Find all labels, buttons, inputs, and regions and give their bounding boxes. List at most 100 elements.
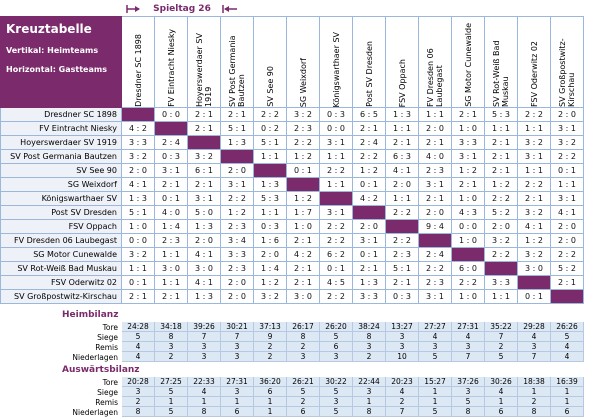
result-cell: 2 : 1 [518, 192, 551, 206]
result-cell: 1 : 1 [254, 206, 287, 220]
stat-cell: 3 [188, 352, 221, 362]
diagonal-cell [188, 136, 221, 150]
stat-cell: 2 [122, 397, 155, 407]
stat-cell: 37:26 [452, 377, 485, 387]
result-cell: 1 : 7 [287, 206, 320, 220]
column-header: SG Weixdorf [287, 16, 320, 108]
result-cell: 1 : 0 [122, 220, 155, 234]
column-team: SV Post Germania Bautzen [228, 35, 246, 107]
column-team: Dresdner SC 1898 [133, 34, 143, 107]
stat-cell: 3 [386, 332, 419, 342]
result-cell: 5 : 3 [254, 192, 287, 206]
diagonal-cell [320, 192, 353, 206]
result-cell: 9 : 4 [419, 220, 452, 234]
column-team: FV Dresden 06 Laubegast [426, 48, 444, 107]
result-cell: 4 : 0 [419, 150, 452, 164]
result-cell: 3 : 3 [353, 290, 386, 304]
column-header: FSV Oppach [386, 16, 419, 108]
result-cell: 3 : 1 [353, 234, 386, 248]
result-cell: 0 : 1 [320, 262, 353, 276]
stat-cell: 8 [188, 407, 221, 417]
row-team: SV Rot-Weiß Bad Muskau [0, 262, 122, 276]
horizontal-note: Horizontal: Gastteams [6, 65, 107, 74]
column-team: SG Weixdorf [298, 57, 308, 107]
result-cell: 6 : 5 [353, 108, 386, 122]
stat-cell: 2 [518, 397, 551, 407]
stat-label: Niederlagen [72, 407, 118, 417]
stat-cell: 4 [551, 352, 584, 362]
result-cell: 1 : 2 [287, 192, 320, 206]
header-block: Kreuztabelle Vertikal: Heimteams Horizon… [0, 16, 122, 108]
result-cell: 2 : 2 [254, 108, 287, 122]
stat-cell: 34:18 [155, 322, 188, 332]
stat-cell: 6 [320, 342, 353, 352]
result-cell: 2 : 1 [485, 136, 518, 150]
stat-cell: 1 [188, 397, 221, 407]
stat-label: Remis [95, 342, 118, 352]
result-cell: 0 : 3 [386, 290, 419, 304]
result-cell: 3 : 1 [221, 178, 254, 192]
title: Kreuztabelle [6, 22, 92, 36]
column-team: FSV Oderwitz 02 [529, 41, 539, 107]
stat-cell: 3 [320, 397, 353, 407]
result-cell: 1 : 0 [452, 122, 485, 136]
result-cell: 1 : 3 [122, 192, 155, 206]
result-cell: 3 : 1 [452, 150, 485, 164]
stat-cell: 22:33 [188, 377, 221, 387]
stat-cell: 13:27 [386, 322, 419, 332]
result-cell: 0 : 0 [452, 220, 485, 234]
result-cell: 0 : 0 [155, 108, 188, 122]
stat-cell: 37:13 [254, 322, 287, 332]
stat-cell: 3 [320, 352, 353, 362]
row-team: FV Eintracht Niesky [0, 122, 122, 136]
result-cell: 1 : 1 [551, 178, 584, 192]
result-cell: 3 : 3 [221, 248, 254, 262]
stat-cell: 8 [353, 407, 386, 417]
section-title: Auswärtsbilanz [62, 365, 140, 375]
result-cell: 5 : 2 [551, 262, 584, 276]
stat-cell: 8 [122, 407, 155, 417]
result-cell: 2 : 4 [353, 136, 386, 150]
result-cell: 1 : 2 [353, 164, 386, 178]
result-cell: 2 : 0 [551, 108, 584, 122]
result-cell: 5 : 0 [188, 206, 221, 220]
stat-cell: 3 [518, 342, 551, 352]
column-header: FSV Oderwitz 02 [518, 16, 551, 108]
result-cell: 4 : 0 [155, 206, 188, 220]
result-cell: 2 : 1 [353, 262, 386, 276]
result-cell: 2 : 2 [386, 234, 419, 248]
result-cell: 1 : 0 [287, 220, 320, 234]
result-cell: 0 : 3 [155, 150, 188, 164]
result-cell: 2 : 0 [221, 290, 254, 304]
column-header: SV Großpostwitz-Kirschau [551, 16, 584, 108]
stat-cell: 3 [221, 387, 254, 397]
result-cell: 2 : 0 [221, 164, 254, 178]
result-cell: 2 : 1 [551, 276, 584, 290]
result-cell: 6 : 1 [188, 164, 221, 178]
result-cell: 2 : 2 [320, 220, 353, 234]
result-cell: 1 : 1 [155, 248, 188, 262]
row-team: SV Post Germania Bautzen [0, 150, 122, 164]
stat-cell: 8 [518, 407, 551, 417]
result-cell: 0 : 1 [518, 290, 551, 304]
result-cell: 2 : 3 [419, 276, 452, 290]
result-cell: 2 : 2 [551, 150, 584, 164]
stat-cell: 6 [221, 407, 254, 417]
stat-cell: 3 [221, 352, 254, 362]
result-cell: 2 : 2 [551, 248, 584, 262]
result-cell: 0 : 1 [551, 164, 584, 178]
column-team: SV See 90 [265, 66, 275, 107]
result-cell: 1 : 4 [254, 262, 287, 276]
result-cell: 2 : 1 [386, 276, 419, 290]
vertical-note: Vertikal: Heimteams [6, 46, 99, 55]
stat-cell: 20:23 [386, 377, 419, 387]
result-cell: 3 : 4 [221, 234, 254, 248]
result-cell: 1 : 1 [485, 122, 518, 136]
result-cell: 1 : 0 [452, 234, 485, 248]
stat-cell: 16:39 [551, 377, 584, 387]
result-cell: 0 : 1 [155, 192, 188, 206]
diagonal-cell [452, 248, 485, 262]
result-cell: 1 : 1 [320, 150, 353, 164]
stat-cell: 4 [485, 387, 518, 397]
result-cell: 1 : 1 [155, 276, 188, 290]
